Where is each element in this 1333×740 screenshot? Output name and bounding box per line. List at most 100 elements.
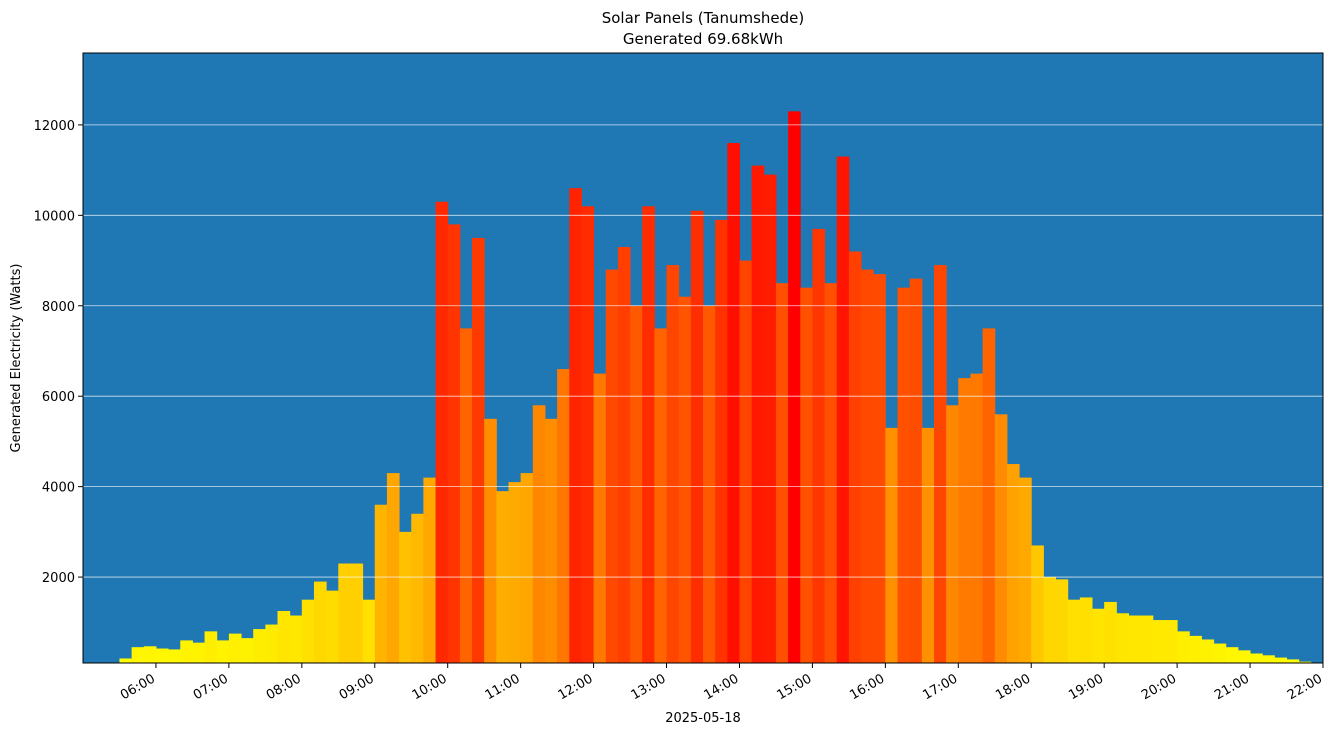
bar: [435, 201, 449, 663]
bar: [386, 473, 400, 663]
bar: [143, 646, 157, 663]
bar: [180, 640, 193, 663]
y-axis-label: Generated Electricity (Watts): [9, 264, 24, 453]
bar: [1006, 464, 1020, 663]
bar: [982, 328, 996, 663]
bar: [1274, 657, 1288, 663]
bar: [1189, 635, 1202, 663]
bar: [326, 590, 339, 663]
bar: [204, 631, 218, 663]
chart-title: Solar Panels (Tanumshede): [602, 9, 805, 27]
bar: [897, 287, 911, 663]
bar: [472, 237, 485, 663]
bar: [1043, 577, 1057, 663]
plot-frame: [82, 52, 1324, 664]
bar: [532, 405, 546, 663]
y-tick-label: 10000: [34, 209, 75, 224]
bar: [775, 283, 789, 663]
bar: [958, 378, 971, 663]
bar: [1237, 650, 1251, 663]
bar: [763, 174, 777, 663]
bar: [155, 648, 169, 663]
bar: [277, 610, 291, 663]
bar: [289, 615, 303, 663]
bar: [1116, 613, 1129, 663]
bar: [459, 328, 473, 663]
bar: [994, 414, 1008, 663]
bar: [800, 287, 813, 663]
bar: [642, 206, 655, 663]
y-tick-label: 12000: [34, 119, 75, 134]
bar: [131, 647, 145, 663]
bar: [1067, 599, 1081, 663]
x-tick-label: 22:00: [1285, 671, 1325, 703]
bar: [1140, 615, 1154, 663]
bar: [350, 563, 364, 663]
bar: [1128, 615, 1142, 663]
bar: [447, 224, 461, 664]
bar: [338, 563, 351, 663]
bar: [1092, 608, 1105, 663]
bar: [921, 427, 935, 663]
bar: [1286, 659, 1300, 663]
bar: [301, 599, 315, 663]
x-axis-label: 2025-05-18: [665, 711, 741, 726]
bar: [678, 296, 692, 663]
bar: [508, 482, 522, 663]
bar: [739, 260, 753, 663]
bar: [946, 405, 959, 663]
bar: [605, 269, 619, 663]
x-tick-label: 21:00: [1212, 671, 1252, 703]
x-tick-label: 10:00: [410, 671, 450, 703]
y-tick-label: 4000: [42, 481, 75, 496]
bar: [1298, 661, 1312, 663]
bar: [569, 188, 582, 663]
bar: [617, 246, 631, 663]
bar: [1225, 647, 1239, 663]
bar: [873, 274, 886, 663]
bar: [544, 418, 558, 663]
bar: [411, 513, 424, 663]
x-tick-label: 12:00: [556, 671, 596, 703]
bar: [362, 599, 376, 663]
bar: [557, 369, 570, 663]
bar: [228, 633, 242, 663]
bar: [703, 305, 716, 663]
bar: [423, 477, 437, 663]
bar: [374, 504, 388, 663]
x-tick-label: 20:00: [1139, 671, 1179, 703]
bar: [265, 624, 279, 663]
x-tick-label: 15:00: [774, 671, 814, 703]
bar: [1250, 653, 1263, 663]
bar: [1019, 477, 1032, 663]
bar: [1079, 597, 1093, 663]
bar: [216, 640, 230, 663]
bar: [192, 642, 206, 663]
x-tick-label: 07:00: [191, 671, 231, 703]
bar: [253, 629, 266, 663]
bar: [666, 265, 680, 663]
bar: [885, 427, 899, 663]
bar: [654, 328, 668, 663]
x-tick-label: 06:00: [118, 671, 158, 703]
x-tick-label: 18:00: [993, 671, 1033, 703]
bar: [861, 269, 874, 663]
bar: [1213, 643, 1227, 663]
y-tick-label: 6000: [42, 390, 75, 405]
bar: [581, 206, 595, 663]
bar: [848, 251, 862, 663]
bar: [1152, 620, 1166, 663]
bar: [1201, 639, 1215, 663]
bar: [593, 373, 607, 663]
bar: [168, 649, 181, 663]
bar: [1031, 545, 1044, 663]
y-tick-label: 8000: [42, 300, 75, 315]
x-tick-label: 16:00: [847, 671, 887, 703]
bar: [909, 278, 923, 663]
bar: [484, 418, 497, 663]
x-tick-label: 09:00: [337, 671, 377, 703]
x-tick-label: 17:00: [920, 671, 960, 703]
y-tick-label: 2000: [42, 571, 75, 586]
x-tick-label: 14:00: [702, 671, 742, 703]
